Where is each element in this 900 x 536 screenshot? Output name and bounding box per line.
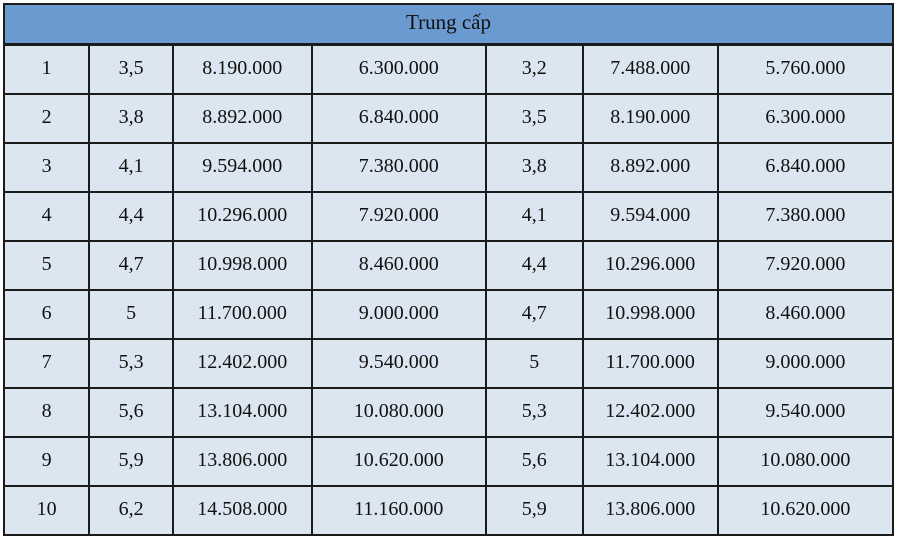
table-cell: 8.460.000 bbox=[716, 289, 895, 340]
table-row: 9 5,9 13.806.000 10.620.000 5,6 13.104.000 10.… bbox=[2, 436, 895, 487]
table-title: Trung cấp bbox=[3, 3, 894, 46]
table-cell: 7.488.000 bbox=[581, 43, 719, 95]
table-cell: 11.160.000 bbox=[310, 485, 487, 536]
table-cell: 4,4 bbox=[88, 191, 174, 242]
table-row: 2 3,8 8.892.000 6.840.000 3,5 8.190.000 6.300.… bbox=[2, 93, 895, 144]
table-cell: 10.296.000 bbox=[581, 240, 719, 291]
salary-table-body: 1 3,5 8.190.000 6.300.000 3,2 7.488.000 5.760.… bbox=[2, 43, 895, 536]
table-cell: 5 bbox=[2, 240, 91, 291]
table-cell: 5 bbox=[484, 338, 584, 389]
table-cell: 5,9 bbox=[484, 485, 584, 536]
table-cell: 11.700.000 bbox=[581, 338, 719, 389]
table-cell: 3,5 bbox=[484, 93, 584, 144]
table-cell: 10 bbox=[2, 485, 91, 536]
table-cell: 5,3 bbox=[88, 338, 174, 389]
table-cell: 9.000.000 bbox=[310, 289, 487, 340]
table-cell: 6.300.000 bbox=[310, 43, 487, 95]
table-cell: 11.700.000 bbox=[171, 289, 313, 340]
table-cell: 13.104.000 bbox=[171, 387, 313, 438]
table-row: 5 4,7 10.998.000 8.460.000 4,4 10.296.000 7.92… bbox=[2, 240, 895, 291]
table-header-row: Trung cấp bbox=[3, 3, 894, 46]
table-cell: 5 bbox=[88, 289, 174, 340]
table-cell: 3,5 bbox=[88, 43, 174, 95]
table-cell: 10.296.000 bbox=[171, 191, 313, 242]
table-cell: 9.594.000 bbox=[581, 191, 719, 242]
table-row: 7 5,3 12.402.000 9.540.000 5 11.700.000 9.000.… bbox=[2, 338, 895, 389]
salary-table: Trung cấp 1 3,5 8.190.000 6.300.000 3,2 7.488… bbox=[2, 3, 895, 536]
table-cell: 3,2 bbox=[484, 43, 584, 95]
table-cell: 3,8 bbox=[484, 142, 584, 193]
table-cell: 10.620.000 bbox=[310, 436, 487, 487]
table-cell: 4,7 bbox=[484, 289, 584, 340]
table-cell: 13.806.000 bbox=[581, 485, 719, 536]
table-cell: 12.402.000 bbox=[171, 338, 313, 389]
table-row: 3 4,1 9.594.000 7.380.000 3,8 8.892.000 6.840.… bbox=[2, 142, 895, 193]
table-cell: 7.380.000 bbox=[716, 191, 895, 242]
table-cell: 5,3 bbox=[484, 387, 584, 438]
table-cell: 13.104.000 bbox=[581, 436, 719, 487]
table-cell: 12.402.000 bbox=[581, 387, 719, 438]
table-row: 4 4,4 10.296.000 7.920.000 4,1 9.594.000 7.380… bbox=[2, 191, 895, 242]
table-cell: 10.080.000 bbox=[310, 387, 487, 438]
table-cell: 2 bbox=[2, 93, 91, 144]
table-cell: 10.998.000 bbox=[171, 240, 313, 291]
table-cell: 8.460.000 bbox=[310, 240, 487, 291]
table-cell: 8.190.000 bbox=[171, 43, 313, 95]
table-cell: 4,1 bbox=[88, 142, 174, 193]
table-cell: 3 bbox=[2, 142, 91, 193]
table-cell: 10.080.000 bbox=[716, 436, 895, 487]
table-cell: 9.540.000 bbox=[716, 387, 895, 438]
table-cell: 5.760.000 bbox=[716, 43, 895, 95]
table-cell: 6.840.000 bbox=[716, 142, 895, 193]
table-cell: 4,7 bbox=[88, 240, 174, 291]
table-cell: 3,8 bbox=[88, 93, 174, 144]
table-cell: 8.892.000 bbox=[581, 142, 719, 193]
table-row: 6 5 11.700.000 9.000.000 4,7 10.998.000 8.460.… bbox=[2, 289, 895, 340]
table-cell: 9.540.000 bbox=[310, 338, 487, 389]
table-cell: 9.594.000 bbox=[171, 142, 313, 193]
salary-table-header: Trung cấp bbox=[3, 3, 894, 46]
table-cell: 6.840.000 bbox=[310, 93, 487, 144]
table-cell: 7.920.000 bbox=[716, 240, 895, 291]
table-cell: 4,1 bbox=[484, 191, 584, 242]
table-cell: 7.380.000 bbox=[310, 142, 487, 193]
table-cell: 6 bbox=[2, 289, 91, 340]
table-cell: 4 bbox=[2, 191, 91, 242]
table-cell: 14.508.000 bbox=[171, 485, 313, 536]
table-row: 10 6,2 14.508.000 11.160.000 5,9 13.806.000 10… bbox=[2, 485, 895, 536]
table-cell: 9 bbox=[2, 436, 91, 487]
table-cell: 13.806.000 bbox=[171, 436, 313, 487]
table-cell: 8.190.000 bbox=[581, 93, 719, 144]
table-cell: 1 bbox=[2, 43, 91, 95]
table-cell: 5,6 bbox=[88, 387, 174, 438]
table-cell: 6.300.000 bbox=[716, 93, 895, 144]
table-cell: 10.998.000 bbox=[581, 289, 719, 340]
table-cell: 8.892.000 bbox=[171, 93, 313, 144]
table-cell: 7.920.000 bbox=[310, 191, 487, 242]
table-cell: 9.000.000 bbox=[716, 338, 895, 389]
table-cell: 6,2 bbox=[88, 485, 174, 536]
table-cell: 10.620.000 bbox=[716, 485, 895, 536]
table-cell: 5,6 bbox=[484, 436, 584, 487]
table-cell: 4,4 bbox=[484, 240, 584, 291]
table-row: 1 3,5 8.190.000 6.300.000 3,2 7.488.000 5.760.… bbox=[2, 43, 895, 95]
table-cell: 7 bbox=[2, 338, 91, 389]
table-row: 8 5,6 13.104.000 10.080.000 5,3 12.402.000 9.5… bbox=[2, 387, 895, 438]
table-cell: 5,9 bbox=[88, 436, 174, 487]
table-cell: 8 bbox=[2, 387, 91, 438]
